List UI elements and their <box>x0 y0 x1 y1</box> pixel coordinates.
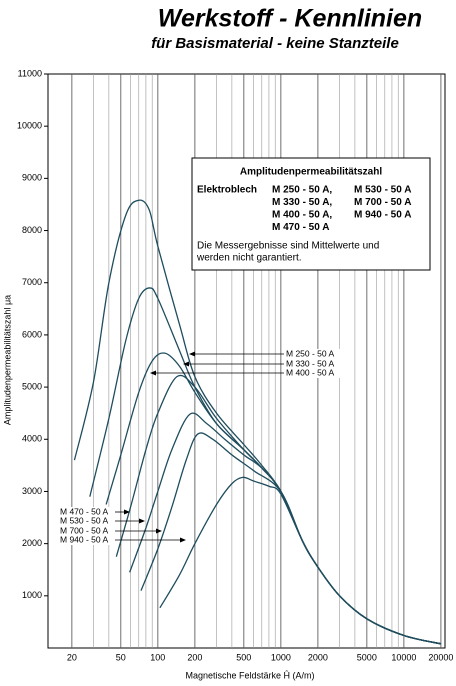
annotation: M 700 - 50 A <box>60 525 109 535</box>
legend-note: Die Messergebnisse sind Mittelwerte und <box>197 241 379 252</box>
legend-label: Elektroblech <box>197 185 257 196</box>
annotation-bg <box>284 359 342 369</box>
annotation: M 940 - 50 A <box>60 534 109 544</box>
y-tick-label: 4000 <box>22 434 42 444</box>
legend-entry: M 250 - 50 A, <box>272 185 332 196</box>
legend: Amplitudenpermeabilitätszahl Elektroblech… <box>191 157 431 271</box>
plot-frame <box>47 73 446 649</box>
y-tick-label: 2000 <box>22 538 42 548</box>
chart-title: Werkstoff - Kennlinien <box>158 5 422 33</box>
curve <box>105 352 442 645</box>
annotation-bg <box>284 349 342 359</box>
annotation-bg <box>59 535 115 545</box>
legend-entry: M 530 - 50 A <box>354 185 411 196</box>
arrow-head <box>156 528 162 534</box>
x-axis-label: Magnetische Feldstärke Ĥ (A/m) <box>185 670 314 680</box>
annotation: M 250 - 50 A <box>286 348 335 358</box>
curve <box>159 476 442 645</box>
y-axis-label: Amplitudenpermeabilitätszahl μa <box>2 295 12 425</box>
annotation: M 470 - 50 A <box>60 506 109 516</box>
x-tick-label: 100 <box>150 652 165 662</box>
arrow-head <box>150 370 156 376</box>
y-tick-label: 7000 <box>22 277 42 287</box>
annotation-bg <box>59 516 115 526</box>
y-tick-label: 9000 <box>22 173 42 183</box>
legend-title: Amplitudenpermeabilitätszahl <box>240 167 382 178</box>
x-tick-label: 2000 <box>308 652 328 662</box>
x-tick-label: 20000 <box>428 652 453 662</box>
y-tick-label: 11000 <box>18 68 42 78</box>
legend-entry: M 940 - 50 A <box>354 210 411 221</box>
annotation: M 400 - 50 A <box>286 367 335 377</box>
y-tick-label: 6000 <box>22 329 42 339</box>
arrow-head <box>124 509 130 515</box>
x-tick-label: 20 <box>67 652 77 662</box>
annotation-bg <box>284 368 342 378</box>
x-tick-label: 1000 <box>271 652 291 662</box>
arrow-head <box>139 518 145 524</box>
legend-entry: M 330 - 50 A, <box>272 197 332 208</box>
y-tick-label: 1000 <box>22 590 42 600</box>
y-tick-label: 3000 <box>22 486 42 496</box>
chart-subtitle: für Basismaterial - keine Stanzteile <box>151 35 399 52</box>
legend-entry: M 470 - 50 A <box>272 222 329 233</box>
legend-entry: M 700 - 50 A <box>354 197 411 208</box>
x-tick-label: 50 <box>116 652 126 662</box>
arrow-head <box>180 537 186 543</box>
curve <box>140 432 442 645</box>
legend-note: werden nicht garantiert. <box>196 253 302 264</box>
x-tick-label: 500 <box>236 652 251 662</box>
legend-entry: M 400 - 50 A, <box>272 210 332 221</box>
curve <box>129 412 442 645</box>
annotation-bg <box>59 526 115 536</box>
y-tick-label: 5000 <box>22 381 42 391</box>
legend-box <box>191 157 431 271</box>
y-tick-label: 10000 <box>17 121 42 131</box>
x-tick-label: 5000 <box>357 652 377 662</box>
annotation: M 530 - 50 A <box>60 515 109 525</box>
annotation-bg <box>59 507 115 517</box>
x-tick-label: 10000 <box>391 652 416 662</box>
y-tick-label: 8000 <box>22 225 42 235</box>
x-tick-label: 200 <box>187 652 202 662</box>
arrow-head <box>183 361 189 367</box>
arrow-head <box>189 351 195 357</box>
curve <box>89 287 442 645</box>
annotation: M 330 - 50 A <box>286 358 335 368</box>
